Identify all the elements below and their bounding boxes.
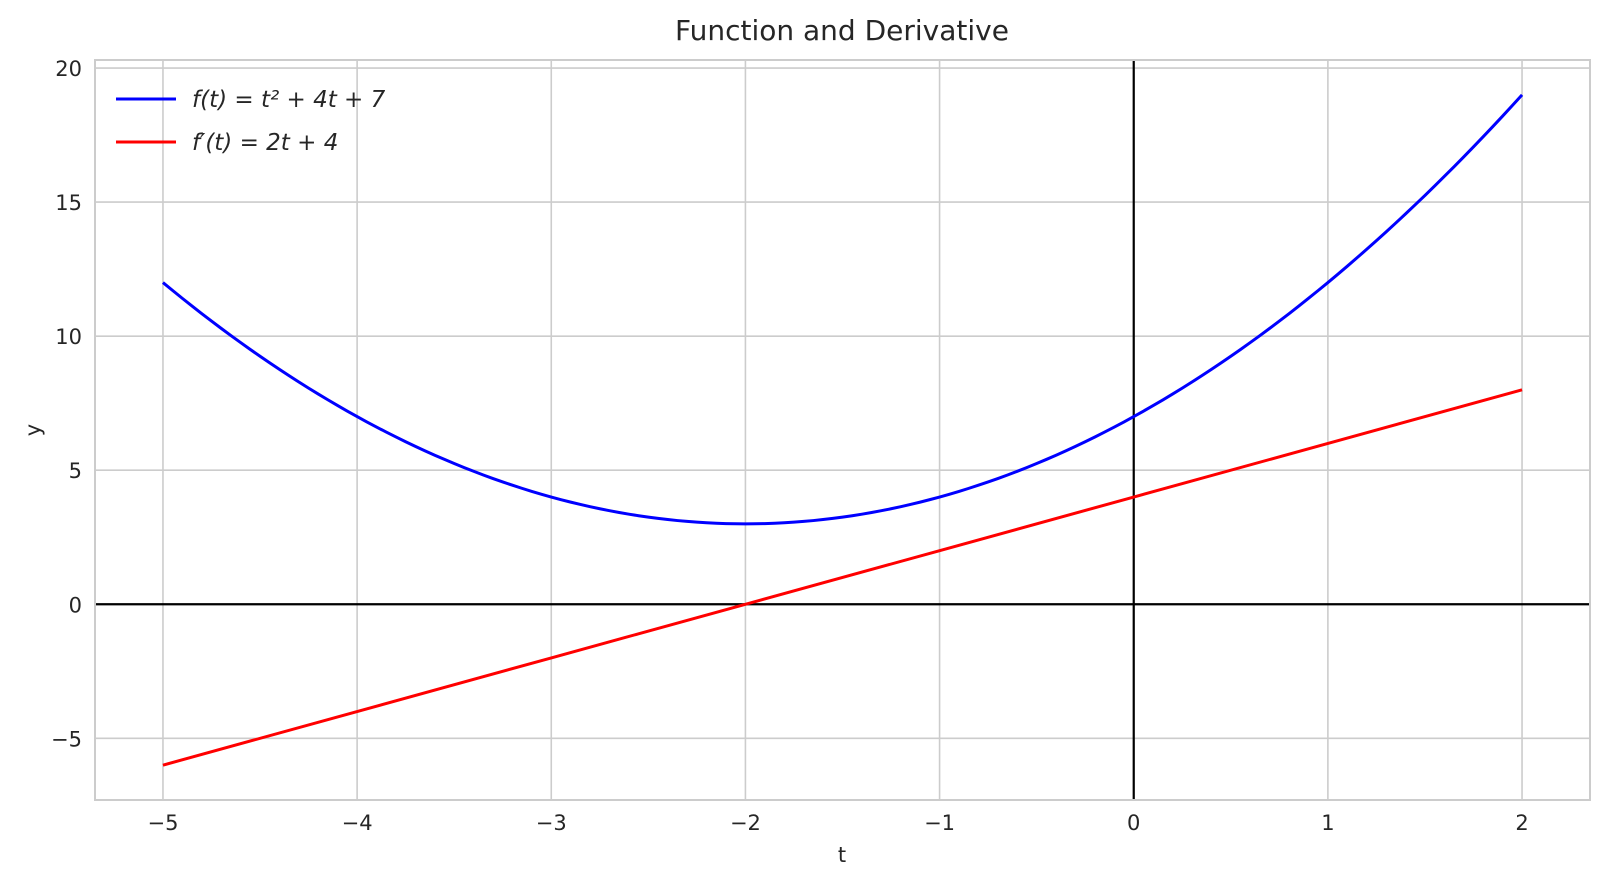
y-tick-label: −5 bbox=[51, 727, 82, 751]
x-tick-label: −3 bbox=[536, 811, 567, 835]
series-group bbox=[161, 93, 1524, 767]
legend: f(t) = t² + 4t + 7 f′(t) = 2t + 4 bbox=[116, 87, 386, 156]
y-axis-label: y bbox=[21, 424, 45, 436]
x-tick-label: 0 bbox=[1127, 811, 1140, 835]
x-tick-label: −5 bbox=[147, 811, 178, 835]
legend-label-f: f(t) = t² + 4t + 7 bbox=[192, 87, 386, 113]
x-tick-label: −2 bbox=[730, 811, 761, 835]
x-tick-label: 1 bbox=[1321, 811, 1334, 835]
y-tick-label: 10 bbox=[55, 325, 82, 349]
y-tick-label: 15 bbox=[55, 191, 82, 215]
y-tick-labels: −5 0 5 10 15 20 bbox=[51, 57, 82, 751]
x-axis-label: t bbox=[838, 843, 846, 867]
y-tick-label: 20 bbox=[55, 57, 82, 81]
plot-frame bbox=[94, 59, 1591, 801]
plot-background bbox=[95, 60, 1590, 800]
x-tick-label: −4 bbox=[342, 811, 373, 835]
chart-title: Function and Derivative bbox=[675, 14, 1009, 47]
series-line-f bbox=[161, 93, 1524, 526]
legend-label-fprime: f′(t) = 2t + 4 bbox=[192, 130, 338, 156]
x-tick-label: −1 bbox=[924, 811, 955, 835]
x-tick-label: 2 bbox=[1515, 811, 1528, 835]
reference-lines bbox=[95, 60, 1590, 800]
y-tick-label: 0 bbox=[69, 593, 82, 617]
y-tick-label: 5 bbox=[69, 459, 82, 483]
x-tick-labels: −5 −4 −3 −2 −1 0 1 2 bbox=[147, 811, 1528, 835]
series-line-fprime bbox=[162, 388, 1523, 767]
